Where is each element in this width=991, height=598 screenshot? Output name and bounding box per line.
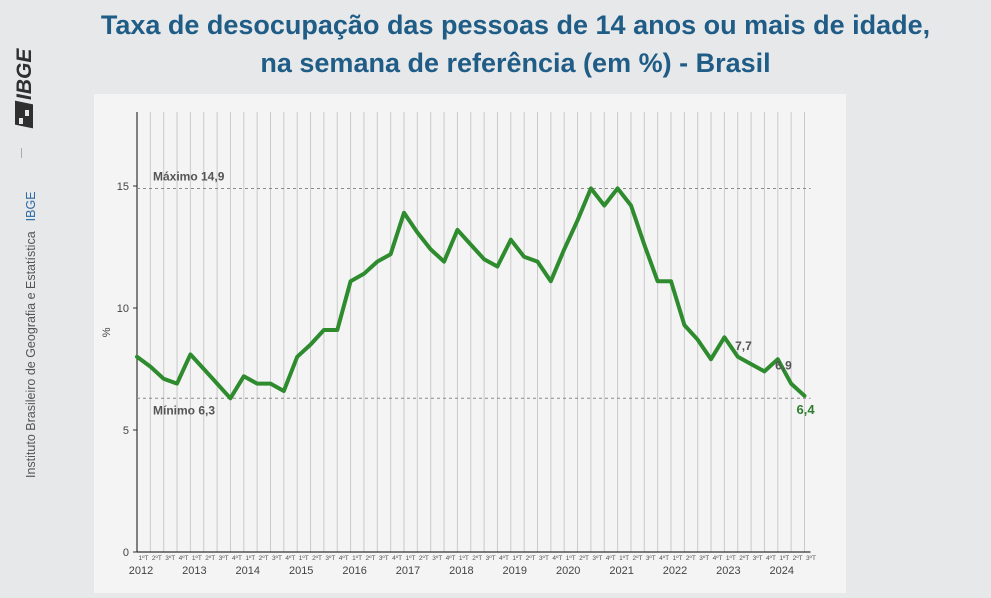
x-tick-label: 3ºT <box>486 555 496 562</box>
x-tick-label: 4ºT <box>659 555 669 562</box>
x-tick-label: 3ºT <box>753 555 763 562</box>
data-label: 6,4 <box>797 402 816 417</box>
x-tick-label: 1ºT <box>779 555 789 562</box>
x-tick-label: 3ºT <box>165 555 175 562</box>
x-tick-label: 4ºT <box>446 555 456 562</box>
year-label: 2021 <box>609 565 633 577</box>
x-tick-label: 3ºT <box>379 555 389 562</box>
page-title: Taxa de desocupação das pessoas de 14 an… <box>40 6 991 82</box>
y-tick-label: 0 <box>123 547 129 559</box>
x-tick-label: 2ºT <box>152 555 162 562</box>
x-tick-label: 2ºT <box>312 555 322 562</box>
x-tick-label: 3ºT <box>432 555 442 562</box>
reference-lines: Máximo 14,9 Mínimo 6,3 <box>137 169 811 417</box>
data-labels: 7,7 6,9 6,4 <box>735 339 815 417</box>
x-tick-label: 1ºT <box>299 555 309 562</box>
year-label: 2022 <box>663 565 687 577</box>
reference-label: Mínimo 6,3 <box>153 403 215 417</box>
x-tick-label: 4ºT <box>713 555 723 562</box>
year-label: 2024 <box>770 565 794 577</box>
x-tick-label: 4ºT <box>285 555 295 562</box>
x-tick-label: 2ºT <box>579 555 589 562</box>
x-tick-label: 4ºT <box>232 555 242 562</box>
x-tick-label: 4ºT <box>499 555 509 562</box>
x-tick-label: 4ºT <box>179 555 189 562</box>
x-tick-label: 3ºT <box>646 555 656 562</box>
x-tick-label: 3ºT <box>806 555 816 562</box>
x-tick-label: 2ºT <box>205 555 215 562</box>
year-label: 2020 <box>556 565 580 577</box>
sidebar-divider <box>21 148 22 158</box>
chart-panel: 051015% Máximo 14,9Mínimo 6,3 7,76,96,4 … <box>94 94 846 593</box>
x-tick-label: 4ºT <box>606 555 616 562</box>
unemployment-line-chart: 051015% Máximo 14,9Mínimo 6,3 7,76,96,4 … <box>94 94 846 593</box>
x-tick-label: 1ºT <box>566 555 576 562</box>
x-tick-label: 4ºT <box>552 555 562 562</box>
vertical-gridlines <box>137 112 805 552</box>
x-tick-label: 2ºT <box>472 555 482 562</box>
x-tick-label: 2ºT <box>526 555 536 562</box>
x-tick-label: 3ºT <box>219 555 229 562</box>
x-tick-label: 2ºT <box>793 555 803 562</box>
x-tick-label: 1ºT <box>512 555 522 562</box>
x-tick-label: 2ºT <box>419 555 429 562</box>
y-tick-label: 15 <box>117 181 129 193</box>
x-tick-label: 2ºT <box>632 555 642 562</box>
year-label: 2018 <box>449 565 473 577</box>
x-tick-labels: 1ºT2ºT3ºT4ºT1ºT2ºT3ºT4ºT1ºT2ºT3ºT4ºT1ºT2… <box>129 555 816 577</box>
title-line-1: Taxa de desocupação das pessoas de 14 an… <box>101 10 930 40</box>
x-tick-label: 3ºT <box>592 555 602 562</box>
reference-label: Máximo 14,9 <box>153 169 225 183</box>
x-tick-label: 1ºT <box>352 555 362 562</box>
x-tick-label: 1ºT <box>245 555 255 562</box>
y-tick-label: 5 <box>123 425 129 437</box>
title-line-2: na semana de referência (em %) - Brasil <box>260 48 770 78</box>
data-label: 7,7 <box>735 339 752 353</box>
x-tick-label: 3ºT <box>539 555 549 562</box>
x-tick-label: 1ºT <box>139 555 149 562</box>
institute-label: Instituto Brasileiro de Geografia e Esta… <box>24 231 38 478</box>
year-label: 2014 <box>236 565 260 577</box>
data-label: 6,9 <box>775 359 792 373</box>
ibge-short-label: IBGE <box>24 191 38 221</box>
x-tick-label: 3ºT <box>699 555 709 562</box>
x-tick-label: 1ºT <box>619 555 629 562</box>
x-tick-label: 2ºT <box>365 555 375 562</box>
x-tick-label: 2ºT <box>739 555 749 562</box>
institute-name: Instituto Brasileiro de Geografia e Esta… <box>24 191 38 478</box>
x-tick-label: 1ºT <box>406 555 416 562</box>
year-label: 2019 <box>503 565 527 577</box>
x-tick-label: 4ºT <box>392 555 402 562</box>
year-label: 2023 <box>716 565 740 577</box>
x-tick-label: 3ºT <box>272 555 282 562</box>
year-label: 2017 <box>396 565 420 577</box>
x-tick-label: 2ºT <box>686 555 696 562</box>
x-tick-label: 3ºT <box>325 555 335 562</box>
y-tick-label: 10 <box>117 303 129 315</box>
x-tick-label: 1ºT <box>726 555 736 562</box>
year-label: 2016 <box>342 565 366 577</box>
logo-text: IBGE <box>13 48 36 100</box>
year-label: 2012 <box>129 565 153 577</box>
x-tick-label: 4ºT <box>339 555 349 562</box>
x-tick-label: 1ºT <box>673 555 683 562</box>
year-label: 2013 <box>182 565 206 577</box>
ibge-sidebar: IBGE Instituto Brasileiro de Geografia e… <box>0 0 44 593</box>
x-tick-label: 1ºT <box>192 555 202 562</box>
x-tick-label: 4ºT <box>766 555 776 562</box>
year-label: 2015 <box>289 565 313 577</box>
x-tick-label: 2ºT <box>259 555 269 562</box>
ibge-logo: IBGE <box>8 28 38 132</box>
y-axis-label: % <box>101 327 113 337</box>
x-tick-label: 1ºT <box>459 555 469 562</box>
